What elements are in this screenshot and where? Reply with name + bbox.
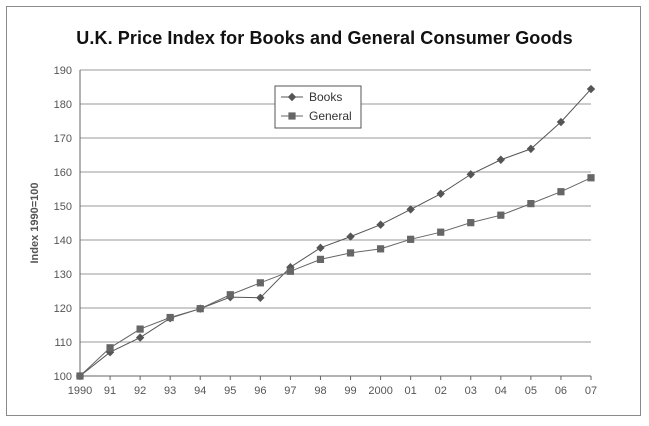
y-tick-label: 140 (54, 235, 72, 247)
legend-box (274, 85, 362, 129)
general-point (497, 211, 505, 219)
x-tick-label: 03 (465, 385, 477, 397)
y-tick-label: 180 (54, 99, 72, 111)
x-tick-label: 97 (284, 385, 296, 397)
general-point (437, 228, 445, 236)
general-point (316, 255, 325, 263)
legend: Books General (274, 85, 362, 129)
books-point (526, 144, 536, 154)
x-tick-label: 92 (134, 385, 146, 397)
general-point (286, 267, 295, 275)
books-point (496, 155, 506, 164)
x-tick-label: 07 (585, 385, 597, 397)
general-point (226, 291, 234, 299)
books-point (586, 84, 596, 94)
books-point (466, 170, 475, 179)
legend-label-books: Books (309, 90, 342, 104)
y-tick-label: 190 (54, 65, 72, 77)
general-point (557, 188, 565, 196)
books-series-line (79, 88, 592, 377)
x-tick-label: 91 (104, 385, 116, 397)
general-point (196, 305, 204, 313)
general-point (166, 313, 174, 322)
x-tick-label: 01 (405, 385, 417, 397)
general-point (256, 279, 264, 287)
x-tick-label: 05 (525, 385, 537, 397)
general-point (407, 235, 415, 243)
general-point (106, 344, 114, 352)
y-tick-label: 100 (54, 371, 72, 383)
x-tick-label: 93 (164, 385, 176, 397)
general-series-line (79, 177, 592, 377)
general-point (346, 249, 355, 257)
y-tick-label: 160 (54, 167, 72, 179)
chart-title: U.K. Price Index for Books and General C… (76, 28, 573, 48)
books-point (556, 117, 566, 127)
legend-marker-general (288, 112, 296, 120)
legend-marker-books (287, 92, 297, 102)
books-point (316, 243, 325, 253)
x-tick-label: 04 (495, 385, 507, 397)
general-point (527, 200, 535, 208)
y-axis-label: Index 1990=100 (29, 182, 41, 263)
books-point (256, 293, 265, 302)
general-point (376, 245, 385, 253)
series-lines (79, 88, 592, 377)
x-tick-labels: 1990 91 92 93 94 95 96 97 98 99 2000 01 02 03 04 05 06 07 (68, 385, 597, 397)
legend-label-general: General (309, 109, 352, 123)
y-tick-label: 130 (54, 269, 72, 281)
x-tick-label: 1990 (68, 385, 92, 397)
books-point (376, 220, 385, 229)
y-tick-label: 150 (54, 201, 72, 213)
x-tick-label: 06 (555, 385, 567, 397)
y-tick-labels: 100 110 120 130 140 150 160 170 180 190 (54, 65, 72, 383)
books-point (135, 333, 145, 342)
x-tick-label: 02 (435, 385, 447, 397)
books-point (406, 205, 415, 214)
x-tick-label: 94 (194, 385, 206, 397)
x-tick-label: 96 (254, 385, 266, 397)
x-tick-label: 99 (344, 385, 356, 397)
x-tick-label: 95 (224, 385, 236, 397)
y-tick-label: 120 (54, 303, 72, 315)
x-tick-label: 98 (314, 385, 326, 397)
books-point (346, 232, 355, 241)
general-point (136, 325, 144, 333)
general-point (587, 174, 595, 182)
x-tick-label: 2000 (368, 385, 392, 397)
y-tick-label: 110 (54, 337, 72, 349)
series-markers (75, 84, 596, 381)
general-point (467, 219, 475, 227)
books-point (436, 189, 445, 198)
y-tick-label: 170 (54, 133, 72, 145)
general-point (76, 372, 84, 380)
